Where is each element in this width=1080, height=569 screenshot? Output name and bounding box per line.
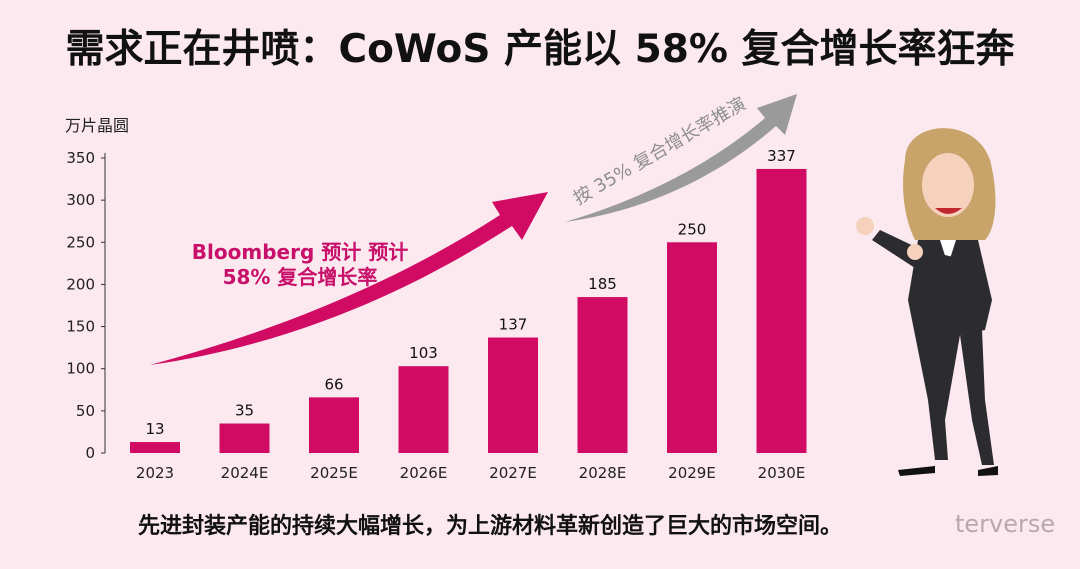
x-tick-label: 2026E: [400, 464, 448, 482]
presenter-illustration: [856, 128, 998, 476]
data-label: 137: [499, 316, 528, 334]
x-tick-label: 2027E: [489, 464, 537, 482]
x-tick-label: 2024E: [221, 464, 269, 482]
y-tick-label: 300: [66, 191, 95, 209]
growth-arrow-58: [150, 192, 548, 365]
caption: 先进封装产能的持续大幅增长，为上游材料革新创造了巨大的市场空间。: [138, 514, 843, 539]
bar-2027E: [488, 337, 538, 453]
bar-2023: [130, 442, 180, 453]
projection-arrow-35: [565, 94, 797, 222]
data-label: 103: [409, 344, 438, 362]
y-tick-label: 150: [66, 318, 95, 336]
y-tick-label: 0: [85, 444, 95, 462]
chart-title: 需求正在井喷：CoWoS 产能以 58% 复合增长率狂奔: [65, 27, 1015, 72]
bar-2030E: [756, 168, 807, 453]
bars: 13 2023 35 2024E 66 2025E 103 2026E 137 2027E 185 2…: [130, 147, 807, 482]
data-label: 250: [678, 220, 707, 238]
x-tick-label: 2030E: [758, 464, 806, 482]
data-label: 185: [588, 275, 617, 293]
y-axis: 0 50 100 150 200 250 300 350: [66, 149, 106, 462]
bar-2024E: [219, 423, 270, 453]
annotation-bloomberg-line1: Bloomberg 预计 预计: [192, 240, 408, 264]
y-tick-label: 50: [76, 402, 95, 420]
data-label: 13: [145, 420, 164, 438]
annotation-bloomberg-line2: 58% 复合增长率: [223, 265, 378, 289]
x-tick-label: 2023: [136, 464, 174, 482]
data-label: 337: [767, 147, 796, 165]
y-tick-label: 250: [66, 233, 95, 251]
y-axis-unit-label: 万片晶圆: [65, 116, 130, 135]
y-tick-label: 350: [66, 149, 95, 167]
data-label: 35: [235, 402, 254, 420]
data-label: 66: [324, 375, 343, 393]
bar-2029E: [667, 242, 717, 453]
x-tick-label: 2025E: [310, 464, 358, 482]
bar-2026E: [398, 366, 449, 453]
bar-2028E: [577, 297, 628, 453]
y-tick-label: 100: [66, 360, 95, 378]
bar-2025E: [309, 397, 359, 453]
x-tick-label: 2028E: [579, 464, 627, 482]
y-tick-label: 200: [66, 275, 95, 293]
x-tick-label: 2029E: [668, 464, 716, 482]
watermark: terverse: [955, 510, 1056, 538]
